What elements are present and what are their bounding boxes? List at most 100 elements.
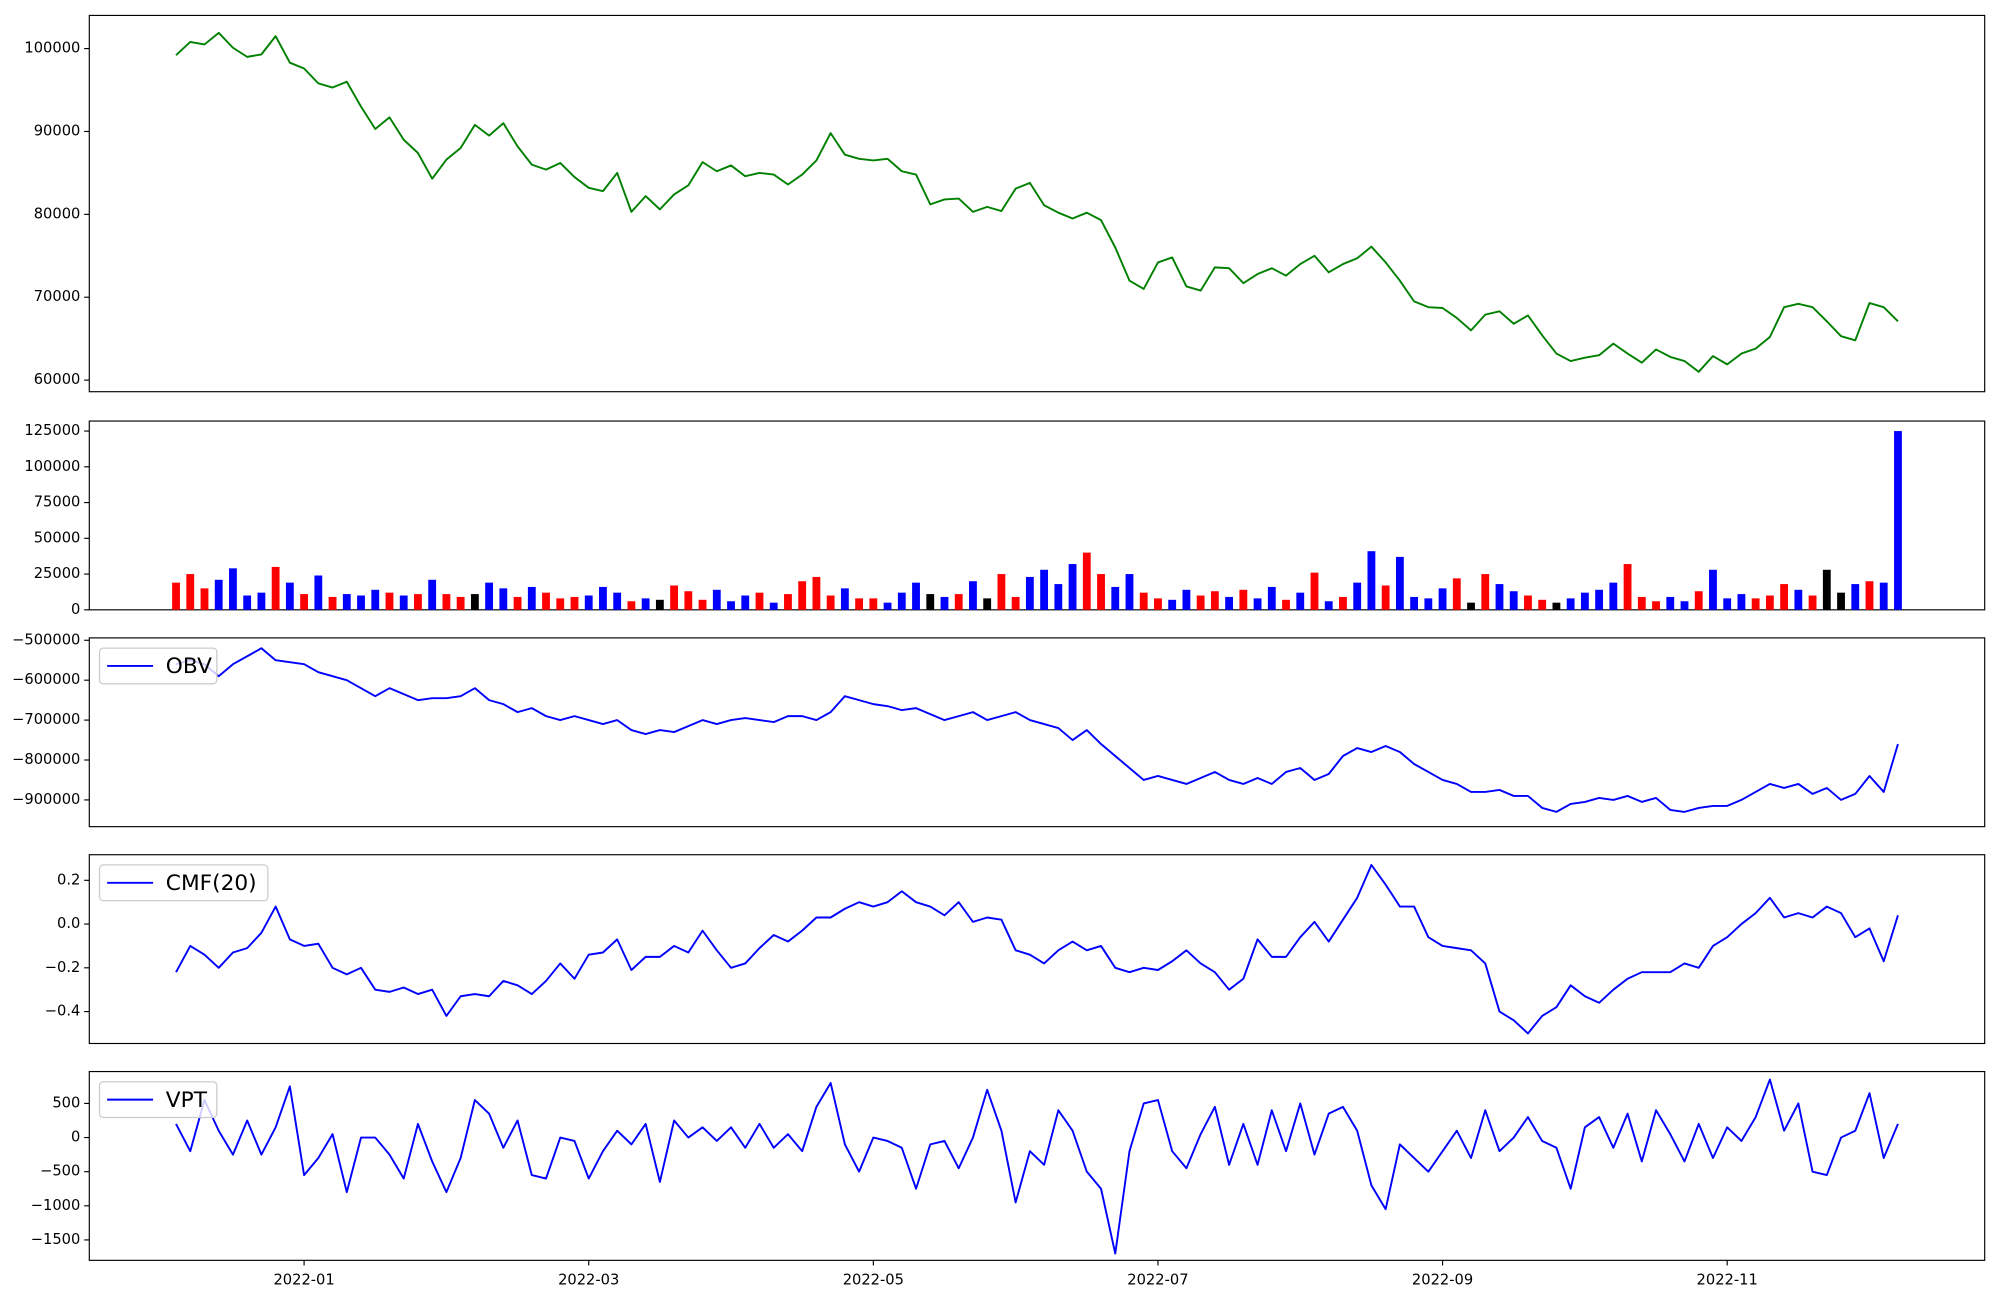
volume-bar	[755, 592, 764, 610]
volume-bar	[314, 575, 323, 610]
volume-bar	[1865, 581, 1874, 610]
volume-bar	[1694, 591, 1703, 610]
plot-frame	[88, 420, 1986, 611]
legend-label: OBV	[166, 654, 212, 679]
volume-bar	[1580, 592, 1589, 610]
y-tick-label: 25000	[34, 565, 81, 582]
volume-bar	[1054, 584, 1063, 610]
volume-bar	[1154, 598, 1162, 610]
volume-bar	[1381, 585, 1390, 610]
volume-bar	[1239, 589, 1248, 610]
volume-bar	[1011, 596, 1020, 610]
volume-bar	[1566, 598, 1575, 610]
x-tick-label: 2022-11	[1697, 1272, 1758, 1289]
volume-bar	[1438, 588, 1447, 610]
volume-bar	[1139, 592, 1148, 610]
y-tick-label: −500000	[12, 631, 80, 648]
y-tick-label: −900000	[12, 791, 80, 808]
y-tick-label: 100000	[24, 40, 80, 57]
volume-bar	[784, 594, 792, 610]
volume-bar	[1125, 574, 1134, 610]
volume-bar	[1808, 595, 1817, 610]
y-tick-label: 60000	[34, 371, 81, 388]
volume-bar	[684, 591, 693, 610]
volume-bar	[1623, 564, 1632, 610]
legend-box	[98, 1081, 218, 1119]
x-tick-label: 2022-05	[843, 1272, 904, 1289]
series-line	[175, 1078, 1899, 1255]
volume-bar	[342, 594, 351, 610]
volume-bar	[1410, 596, 1419, 610]
volume-bar	[584, 595, 593, 610]
volume-bar	[1196, 595, 1205, 610]
volume-bar	[414, 594, 422, 610]
y-tick-label: 75000	[34, 494, 81, 511]
y-tick-label: −600000	[12, 671, 80, 688]
volume-bar	[1097, 574, 1105, 610]
volume-bar	[1225, 596, 1234, 610]
legend-label: CMF(20)	[166, 871, 257, 896]
volume-bar	[186, 574, 195, 610]
volume-bar	[1652, 601, 1660, 610]
volume-bar	[1879, 582, 1888, 610]
legend-box	[98, 864, 269, 902]
volume-bar	[1082, 552, 1091, 610]
volume-bar	[1253, 598, 1262, 610]
y-tick-label: 100000	[24, 458, 80, 475]
volume-bar	[1509, 591, 1518, 610]
volume-bar	[527, 586, 536, 610]
volume-bar	[1267, 586, 1276, 610]
plot-frame	[88, 1070, 1986, 1261]
volume-bar	[1751, 598, 1760, 610]
x-tick-label: 2022-01	[273, 1272, 334, 1289]
volume-bar	[442, 594, 451, 610]
volume-bar	[470, 594, 479, 610]
y-tick-label: 80000	[34, 205, 81, 222]
volume-bar	[869, 598, 878, 610]
volume-bar	[428, 579, 437, 610]
volume-bar	[257, 592, 266, 610]
volume-bar	[214, 579, 223, 610]
volume-bar	[741, 595, 750, 610]
plot-frame	[88, 637, 1986, 828]
volume-bar	[670, 585, 679, 610]
volume-bar	[1837, 592, 1845, 610]
y-tick-label: 0.2	[57, 871, 80, 888]
volume-bar	[826, 595, 835, 610]
volume-bar	[1552, 602, 1561, 610]
volume-bar	[485, 582, 494, 610]
x-tick-label: 2022-03	[558, 1272, 619, 1289]
volume-bar	[357, 595, 365, 610]
volume-bar	[1538, 599, 1547, 610]
y-tick-label: 0	[71, 1129, 80, 1146]
volume-bar	[1709, 569, 1717, 610]
volume-bar	[954, 594, 963, 610]
series-line	[175, 647, 1899, 813]
volume-bar	[712, 589, 721, 610]
volume-bar	[727, 601, 735, 610]
volume-bar	[1025, 576, 1034, 610]
volume-bar	[812, 576, 821, 610]
volume-bar	[840, 588, 849, 610]
y-tick-label: −500	[40, 1163, 80, 1180]
volume-bar	[627, 601, 636, 610]
y-tick-label: 90000	[34, 122, 81, 139]
volume-bar	[613, 592, 622, 610]
volume-bar	[1310, 572, 1319, 610]
volume-bar	[997, 574, 1006, 610]
volume-bar	[1666, 596, 1675, 610]
volume-bar	[1765, 595, 1774, 610]
volume-bar	[456, 596, 465, 610]
volume-bar	[1737, 594, 1746, 610]
y-tick-label: −700000	[12, 711, 80, 728]
volume-bar	[1894, 431, 1902, 610]
volume-bar	[1524, 595, 1532, 610]
volume-bar	[641, 598, 650, 610]
volume-bar	[1210, 591, 1219, 610]
volume-bar	[570, 596, 579, 610]
volume-bar	[513, 596, 522, 610]
volume-bar	[1467, 602, 1475, 610]
volume-bar	[1367, 551, 1376, 610]
volume-bar	[698, 599, 707, 610]
